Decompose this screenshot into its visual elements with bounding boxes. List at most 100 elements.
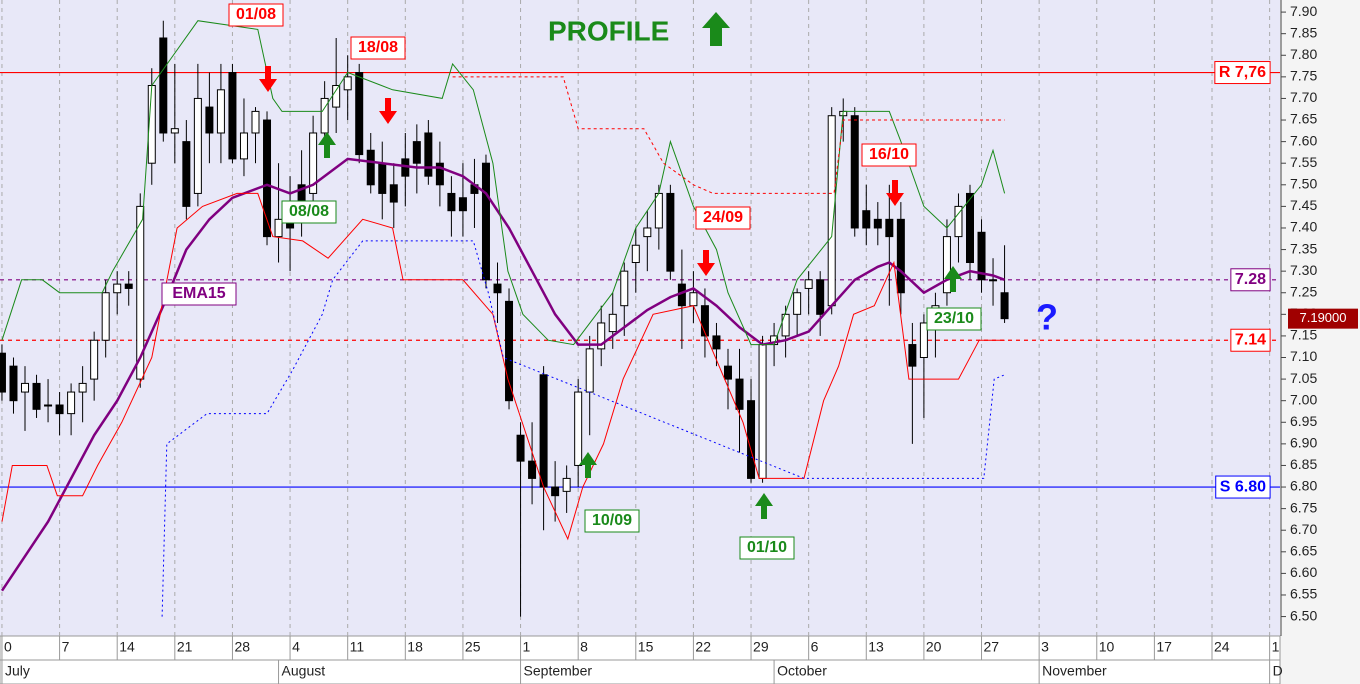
candle-body bbox=[136, 205, 145, 380]
level-label: S 6.80 bbox=[1215, 475, 1271, 499]
level-label: 7.28 bbox=[1230, 268, 1271, 292]
candle-body bbox=[723, 365, 732, 380]
month-label: October bbox=[777, 663, 827, 679]
candle-body bbox=[332, 84, 341, 108]
candle-body bbox=[424, 132, 433, 177]
candle-body bbox=[447, 192, 456, 212]
level-label-text: 7.28 bbox=[1235, 271, 1266, 288]
candle-body bbox=[505, 300, 514, 402]
y-tick-label: 7.90 bbox=[1290, 3, 1317, 19]
level-label-text: 7.14 bbox=[1235, 331, 1266, 348]
candle-body bbox=[597, 322, 606, 350]
y-tick-label: 6.65 bbox=[1290, 543, 1317, 559]
candle-body bbox=[781, 313, 790, 337]
x-tick-label: 1 bbox=[1272, 639, 1280, 655]
level-label-box bbox=[1214, 61, 1271, 85]
candle-body bbox=[585, 348, 594, 393]
y-tick-label: 7.25 bbox=[1290, 283, 1317, 299]
x-tick-label: 6 bbox=[811, 639, 819, 655]
y-tick-label: 6.80 bbox=[1290, 478, 1317, 494]
plot-area bbox=[0, 0, 1280, 636]
candle-body bbox=[0, 352, 6, 393]
y-tick-label: 7.10 bbox=[1290, 348, 1317, 364]
candle-body bbox=[216, 89, 225, 134]
down-arrow bbox=[379, 98, 397, 124]
annotation: 24/09 bbox=[695, 206, 751, 230]
y-axis-area bbox=[1280, 0, 1360, 684]
candle-body bbox=[435, 162, 444, 186]
candle-body bbox=[9, 365, 18, 402]
x-tick-label: 15 bbox=[638, 639, 654, 655]
annotation: 01/08 bbox=[228, 3, 284, 27]
candle-body bbox=[274, 218, 283, 238]
level-label: R 7,76 bbox=[1214, 61, 1271, 85]
candle-body bbox=[816, 279, 825, 315]
x-tick-label: 27 bbox=[984, 639, 1000, 655]
candle-body bbox=[309, 132, 318, 194]
candle-body bbox=[355, 72, 364, 156]
y-tick-label: 7.35 bbox=[1290, 240, 1317, 256]
y-tick-label: 6.55 bbox=[1290, 586, 1317, 602]
candle-body bbox=[170, 128, 179, 134]
candle-body bbox=[493, 283, 502, 294]
candle-body bbox=[919, 322, 928, 359]
candle-body bbox=[205, 106, 214, 134]
candle-body bbox=[21, 382, 30, 393]
candle-body bbox=[631, 244, 640, 264]
last-price-box bbox=[1288, 308, 1358, 329]
indicator-line bbox=[1, 20, 1006, 346]
candle-body bbox=[67, 391, 76, 415]
x-tick-label: 7 bbox=[62, 639, 70, 655]
y-tick-label: 7.75 bbox=[1290, 68, 1317, 84]
candle-body bbox=[712, 335, 721, 350]
y-tick-label: 6.85 bbox=[1290, 456, 1317, 472]
candle-body bbox=[32, 382, 41, 410]
candle-body bbox=[700, 305, 709, 337]
y-tick-label: 7.65 bbox=[1290, 111, 1317, 127]
x-tick-label: 10 bbox=[1099, 639, 1115, 655]
candle-body bbox=[793, 292, 802, 315]
x-tick-label: 20 bbox=[926, 639, 942, 655]
candle-body bbox=[366, 149, 375, 186]
candle-body bbox=[182, 141, 191, 207]
candle-body bbox=[666, 192, 675, 272]
candle-body bbox=[954, 205, 963, 238]
candle-body bbox=[90, 339, 99, 380]
candle-body bbox=[55, 404, 64, 415]
x-tick-label: 3 bbox=[1041, 639, 1049, 655]
plot-layer: 6.50 6.55 6.60 6.65 6.70 6.75 6.80 6.85 6.90 6.95… bbox=[0, 0, 1317, 636]
x-tick-label: 11 bbox=[350, 639, 365, 655]
y-tick-label: 7.55 bbox=[1290, 154, 1317, 170]
x-tick-label: 21 bbox=[177, 639, 193, 655]
x-tick-label: 29 bbox=[753, 639, 769, 655]
candle-body bbox=[862, 210, 871, 229]
candle-body bbox=[539, 374, 548, 488]
candle-body bbox=[908, 344, 917, 367]
y-tick-label: 6.50 bbox=[1290, 607, 1317, 623]
annotation: 08/08 bbox=[281, 200, 337, 224]
month-label: August bbox=[282, 663, 326, 679]
annotation-text: 16/10 bbox=[869, 146, 909, 163]
last-price-label: 7.19000 bbox=[1300, 310, 1347, 325]
candle-body bbox=[620, 270, 629, 307]
level-label-text: S 6.80 bbox=[1220, 478, 1266, 495]
x-tick-label: 28 bbox=[234, 639, 250, 655]
month-label: D bbox=[1273, 663, 1283, 679]
chart-title: PROFILE bbox=[548, 15, 669, 46]
annotation: 18/08 bbox=[350, 36, 406, 60]
y-tick-label: 7.15 bbox=[1290, 327, 1317, 343]
level-label: 7.14 bbox=[1230, 328, 1271, 352]
candle-body bbox=[193, 97, 202, 194]
annotation: 23/10 bbox=[926, 307, 982, 331]
candle-body bbox=[965, 192, 974, 264]
annotation-text: 23/10 bbox=[934, 310, 974, 327]
annotation-text: 08/08 bbox=[289, 203, 329, 220]
candle-body bbox=[574, 391, 583, 466]
candle-body bbox=[228, 72, 237, 160]
y-tick-label: 6.90 bbox=[1290, 435, 1317, 451]
y-tick-label: 7.45 bbox=[1290, 197, 1317, 213]
candle-body bbox=[735, 378, 744, 410]
candle-body bbox=[389, 184, 398, 203]
x-tick-label: 4 bbox=[292, 639, 300, 655]
indicator-line bbox=[161, 240, 1005, 617]
